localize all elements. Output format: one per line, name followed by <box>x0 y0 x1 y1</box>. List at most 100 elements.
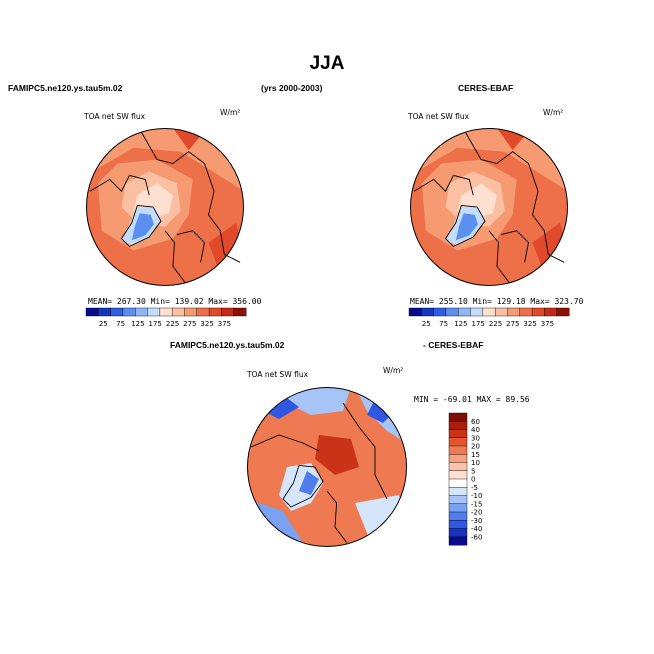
coastline-1 <box>89 174 150 196</box>
panel1-colorbar-swatch-6 <box>159 307 173 317</box>
panel1-units: W/m² <box>220 108 241 117</box>
panel2-colorbar-tick-7: 375 <box>541 320 554 328</box>
panel2-colorbar-swatch-4 <box>458 307 471 317</box>
coastline-2 <box>120 204 162 248</box>
panel2-colorbar-swatch-8 <box>507 307 521 317</box>
panel3-colorbar-swatch-6 <box>448 462 468 472</box>
panel2-stats: MEAN= 255.10 Min= 129.18 Max= 323.70 <box>410 297 584 306</box>
coastline-3 <box>488 230 510 283</box>
panel3-units: W/m² <box>383 366 404 375</box>
coastline-3 <box>342 402 388 500</box>
panel3-title: TOA net SW flux <box>247 370 309 379</box>
panel2-colorbar-swatch-7 <box>494 307 508 317</box>
panel3-colorbar-tick-10: -15 <box>471 500 482 508</box>
coastline-1 <box>250 434 320 452</box>
panel3-colorbar-swatch-1 <box>448 421 468 430</box>
panel3-stats: MIN = -69.01 MAX = 89.56 <box>414 395 530 404</box>
diff-model-label: FAMIPC5.ne120.ys.tau5m.02 <box>170 340 285 350</box>
panel3-colorbar-swatch-2 <box>448 429 468 439</box>
panel2-colorbar-tick-4: 225 <box>489 320 502 328</box>
panel3-colorbar-swatch-4 <box>448 445 468 455</box>
panel2-colorbar-tick-0: 25 <box>422 320 431 328</box>
coastline-3 <box>164 230 186 283</box>
panel3-map <box>247 387 407 547</box>
panel1-colorbar-tick-1: 75 <box>116 320 125 328</box>
panel2-colorbar-swatch-11 <box>544 307 558 317</box>
panel3-colorbar-swatch-9 <box>448 487 468 496</box>
panel1-colorbar-swatch-3 <box>122 307 136 317</box>
coastline-1 <box>413 174 474 196</box>
panel1-colorbar: 25 75 125 175 225 275 325 375 <box>85 307 247 328</box>
panel2-colorbar-swatch-10 <box>531 307 545 317</box>
coastline-0 <box>464 131 565 263</box>
panel3-colorbar-swatch-11 <box>448 503 468 513</box>
panel3-colorbar-swatch-7 <box>448 470 468 480</box>
panel1-colorbar-tick-0: 25 <box>99 320 108 328</box>
panel2-colorbar-tick-5: 275 <box>506 320 519 328</box>
panel1-colorbar-swatch-9 <box>196 307 210 317</box>
panel2-colorbar-tick-2: 125 <box>454 320 467 328</box>
panel2-colorbar-swatch-2 <box>433 307 447 317</box>
map-border <box>247 387 407 547</box>
panel3-colorbar-swatch-15 <box>448 536 468 546</box>
coastline-0 <box>282 464 324 508</box>
map-border <box>86 128 244 286</box>
map-border <box>410 128 568 286</box>
diff-obs-label: - CERES-EBAF <box>423 340 484 350</box>
north-patch <box>496 128 525 151</box>
panel3-colorbar-tick-13: -40 <box>471 525 482 533</box>
panel3-colorbar-tick-14: -60 <box>471 533 482 541</box>
panel3-colorbar-swatch-3 <box>448 437 468 447</box>
panel3-colorbar-swatch-5 <box>448 454 468 463</box>
panel2-colorbar-tick-1: 75 <box>439 320 448 328</box>
panel1-colorbar-tick-4: 225 <box>166 320 179 328</box>
coastline-0 <box>140 131 241 263</box>
ne-deep-blue <box>367 399 395 423</box>
panel1-colorbar-swatch-7 <box>171 307 185 317</box>
panel2-map <box>410 128 568 286</box>
panel3-colorbar-tick-2: 30 <box>471 434 480 442</box>
northern-band <box>410 128 568 192</box>
central-red <box>315 435 359 475</box>
figure-title: JJA <box>309 53 345 74</box>
panel1-map <box>86 128 244 286</box>
greenland-blue <box>299 471 319 495</box>
panel2-colorbar-swatch-6 <box>482 307 496 317</box>
panel3-colorbar-swatch-10 <box>448 495 468 505</box>
panel3-colorbar-swatch-14 <box>448 528 468 538</box>
greenland-core <box>131 213 154 241</box>
panel1-title: TOA net SW flux <box>84 112 146 121</box>
panel2-colorbar-swatch-5 <box>470 307 484 317</box>
panel2-colorbar-swatch-9 <box>519 307 533 317</box>
panel2-colorbar-swatch-12 <box>556 307 570 317</box>
panel3-colorbar-tick-6: 5 <box>471 467 475 475</box>
panel3-colorbar-tick-0: 60 <box>471 418 480 426</box>
coastline-2 <box>326 490 348 544</box>
panel1-colorbar-swatch-10 <box>208 307 222 317</box>
panel3-colorbar-tick-4: 15 <box>471 451 480 459</box>
coastline-2 <box>444 204 486 248</box>
panel3-colorbar-swatch-13 <box>448 520 468 529</box>
panel1-colorbar-swatch-11 <box>221 307 235 317</box>
obs-label: CERES-EBAF <box>458 83 514 93</box>
panel2-colorbar: 25 75 125 175 225 275 325 375 <box>408 307 570 328</box>
panel2-colorbar-swatch-0 <box>408 307 422 317</box>
panel3-colorbar-tick-3: 20 <box>471 443 480 451</box>
nw-deep-blue <box>255 395 299 419</box>
panel3-colorbar-tick-5: 10 <box>471 459 480 467</box>
panel2-colorbar-tick-6: 325 <box>523 320 536 328</box>
panel3-colorbar-tick-7: 0 <box>471 476 475 484</box>
panel2-colorbar-swatch-3 <box>445 307 459 317</box>
panel2-units: W/m² <box>543 108 564 117</box>
panel3-colorbar-swatch-0 <box>448 412 468 422</box>
coastline-4 <box>176 230 205 263</box>
northern-band <box>86 128 244 192</box>
panel1-colorbar-tick-2: 125 <box>131 320 144 328</box>
panel2-colorbar-swatch-1 <box>421 307 435 317</box>
panel1-colorbar-swatch-4 <box>135 307 148 317</box>
panel3-colorbar-tick-9: -10 <box>471 492 482 500</box>
panel2-title: TOA net SW flux <box>408 112 470 121</box>
panel1-colorbar-swatch-0 <box>85 307 99 317</box>
panel2-colorbar-tick-3: 175 <box>472 320 485 328</box>
